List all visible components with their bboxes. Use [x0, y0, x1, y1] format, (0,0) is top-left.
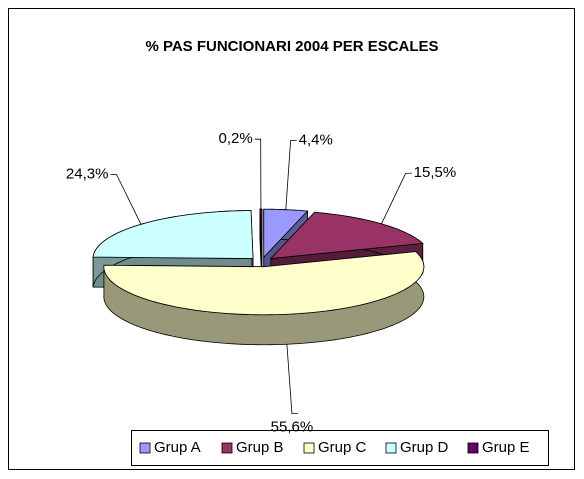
- data-label: 55,6%: [271, 418, 314, 435]
- legend-swatch: [467, 442, 479, 454]
- data-label: 15,5%: [414, 164, 457, 181]
- legend-label: Grup C: [318, 439, 367, 456]
- legend-label: Grup E: [482, 439, 530, 456]
- legend-label: Grup D: [400, 439, 449, 456]
- legend-swatch: [139, 442, 151, 454]
- leader-line: [110, 173, 142, 225]
- leader-line: [254, 138, 262, 210]
- legend-box: [131, 430, 549, 466]
- slice: [92, 210, 254, 259]
- data-label: 24,3%: [66, 165, 109, 182]
- leader-line: [285, 139, 297, 210]
- leader-line: [286, 344, 298, 414]
- data-label: 0,2%: [218, 130, 252, 147]
- chart-title: % PAS FUNCIONARI 2004 PER ESCALES: [145, 38, 438, 55]
- legend-label: Grup B: [236, 439, 284, 456]
- slice: [103, 251, 425, 316]
- legend-swatch: [303, 442, 315, 454]
- legend-swatch: [221, 442, 233, 454]
- slice: [269, 211, 424, 260]
- leader-line: [381, 172, 412, 225]
- data-label: 4,4%: [299, 131, 333, 148]
- legend-label: Grup A: [154, 439, 201, 456]
- legend-swatch: [385, 442, 397, 454]
